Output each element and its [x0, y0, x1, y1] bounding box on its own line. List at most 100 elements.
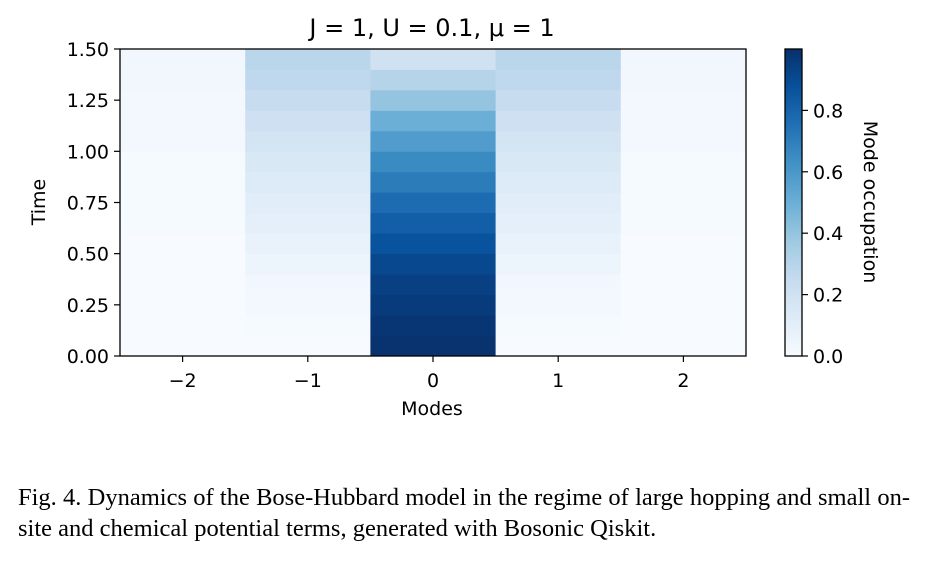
x-tick-label: 2: [677, 370, 689, 392]
heatmap-cell: [120, 49, 246, 70]
heatmap-cell: [120, 315, 246, 336]
heatmap-cell: [245, 130, 371, 152]
x-tick-label: 0: [427, 370, 439, 392]
heatmap-cell: [620, 192, 747, 214]
heatmap-cell: [245, 151, 371, 173]
heatmap-cell: [370, 233, 496, 255]
heatmap-cell: [620, 89, 747, 111]
heatmap-cell: [620, 171, 747, 193]
heatmap-cell: [370, 294, 496, 316]
x-axis-label: Modes: [401, 398, 463, 420]
heatmap-cell: [495, 89, 622, 111]
heatmap-cell: [370, 315, 496, 336]
heatmap-cell: [620, 69, 747, 91]
heatmap-cell: [245, 49, 371, 70]
heatmap-cell: [495, 212, 622, 234]
heatmap-cell: [495, 151, 622, 173]
heatmap-cell: [495, 130, 622, 152]
heatmap-cell: [120, 274, 246, 295]
heatmap-cell: [120, 253, 246, 275]
heatmap-cell: [245, 233, 371, 255]
colorbar-tick-label: 0.4: [813, 223, 843, 245]
heatmap-cell: [495, 274, 622, 295]
heatmap-cell: [370, 151, 496, 173]
heatmap-cell: [120, 89, 246, 111]
heatmap-cell: [245, 171, 371, 193]
heatmap-cell: [370, 274, 496, 295]
heatmap-cells: [120, 49, 747, 357]
heatmap-cell: [620, 294, 747, 316]
heatmap-cell: [120, 69, 246, 91]
y-axis-label: Time: [28, 179, 50, 227]
heatmap-cell: [120, 151, 246, 173]
y-tick-label: 1.50: [67, 39, 109, 61]
colorbar-tick-label: 0.0: [813, 346, 843, 368]
heatmap-chart: J = 1, U = 0.1, μ = 1 −2 −1 0 1 2 0.000.250.…: [28, 14, 881, 420]
heatmap-cell: [120, 110, 246, 132]
heatmap-cell: [620, 253, 747, 275]
x-tick-label: −2: [169, 370, 197, 392]
colorbar-tick-label: 0.8: [813, 100, 843, 122]
heatmap-cell: [120, 294, 246, 316]
heatmap-cell: [245, 110, 371, 132]
heatmap-cell: [120, 130, 246, 152]
heatmap-cell: [245, 274, 371, 295]
heatmap-cell: [245, 69, 371, 91]
heatmap-cell: [620, 315, 747, 336]
heatmap-cell: [495, 335, 622, 357]
heatmap-cell: [245, 335, 371, 357]
heatmap-cell: [620, 335, 747, 357]
x-tick-label: 1: [552, 370, 564, 392]
heatmap-cell: [620, 274, 747, 295]
heatmap-cell: [495, 110, 622, 132]
heatmap-cell: [495, 171, 622, 193]
y-tick-label: 0.00: [67, 346, 109, 368]
heatmap-cell: [245, 315, 371, 336]
heatmap-cell: [370, 192, 496, 214]
colorbar-label: Mode occupation: [859, 121, 881, 283]
colorbar-ticks: 0.0 0.2 0.4 0.6 0.8: [802, 100, 843, 368]
heatmap-cell: [370, 69, 496, 91]
y-axis-ticks: 0.00 0.25 0.50 0.75 1.00 1.25 1.50: [67, 39, 120, 368]
heatmap-cell: [620, 110, 747, 132]
heatmap-cell: [495, 192, 622, 214]
heatmap-cell: [495, 49, 622, 70]
heatmap-cell: [245, 294, 371, 316]
heatmap-cell: [495, 253, 622, 275]
heatmap-cell: [120, 192, 246, 214]
y-tick-label: 1.25: [67, 90, 109, 112]
heatmap-cell: [120, 171, 246, 193]
heatmap-cell: [370, 335, 496, 357]
figure-caption: Fig. 4. Dynamics of the Bose-Hubbard mod…: [18, 484, 910, 542]
heatmap-cell: [370, 253, 496, 275]
heatmap-cell: [495, 233, 622, 255]
colorbar-tick-label: 0.6: [813, 162, 843, 184]
colorbar: [784, 48, 803, 357]
y-tick-label: 0.50: [67, 244, 109, 266]
heatmap-cell: [245, 89, 371, 111]
heatmap-cell: [370, 49, 496, 70]
heatmap-cell: [495, 315, 622, 336]
y-tick-label: 0.75: [67, 193, 109, 215]
chart-title: J = 1, U = 0.1, μ = 1: [307, 14, 554, 42]
x-tick-label: −1: [294, 370, 322, 392]
y-tick-label: 0.25: [67, 295, 109, 317]
x-axis-ticks: −2 −1 0 1 2: [169, 356, 689, 392]
heatmap-cell: [245, 192, 371, 214]
heatmap-cell: [370, 110, 496, 132]
heatmap-cell: [495, 69, 622, 91]
heatmap-cell: [620, 233, 747, 255]
heatmap-cell: [245, 212, 371, 234]
heatmap-cell: [620, 151, 747, 173]
heatmap-cell: [120, 233, 246, 255]
heatmap-cell: [245, 253, 371, 275]
y-tick-label: 1.00: [67, 141, 109, 163]
heatmap-cell: [495, 294, 622, 316]
heatmap-cell: [370, 130, 496, 152]
heatmap-cell: [370, 212, 496, 234]
heatmap-cell: [620, 212, 747, 234]
heatmap-cell: [120, 335, 246, 357]
heatmap-cell: [370, 171, 496, 193]
heatmap-cell: [370, 89, 496, 111]
heatmap-cell: [620, 130, 747, 152]
